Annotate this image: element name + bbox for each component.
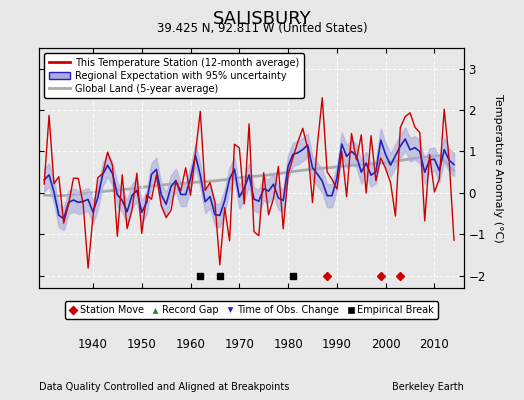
- Text: Berkeley Earth: Berkeley Earth: [392, 382, 464, 392]
- Text: SALISBURY: SALISBURY: [213, 10, 311, 28]
- Text: 1940: 1940: [78, 338, 108, 351]
- Text: 39.425 N, 92.811 W (United States): 39.425 N, 92.811 W (United States): [157, 22, 367, 35]
- Text: 1980: 1980: [273, 338, 303, 351]
- Text: Data Quality Controlled and Aligned at Breakpoints: Data Quality Controlled and Aligned at B…: [39, 382, 290, 392]
- Text: 1960: 1960: [176, 338, 205, 351]
- Text: 1950: 1950: [127, 338, 157, 351]
- Legend: Station Move, Record Gap, Time of Obs. Change, Empirical Break: Station Move, Record Gap, Time of Obs. C…: [65, 301, 438, 319]
- Text: 1970: 1970: [224, 338, 254, 351]
- Y-axis label: Temperature Anomaly (°C): Temperature Anomaly (°C): [493, 94, 503, 242]
- Legend: This Temperature Station (12-month average), Regional Expectation with 95% uncer: This Temperature Station (12-month avera…: [44, 53, 304, 98]
- Text: 2000: 2000: [371, 338, 400, 351]
- Text: 2010: 2010: [420, 338, 450, 351]
- Text: 1990: 1990: [322, 338, 352, 351]
